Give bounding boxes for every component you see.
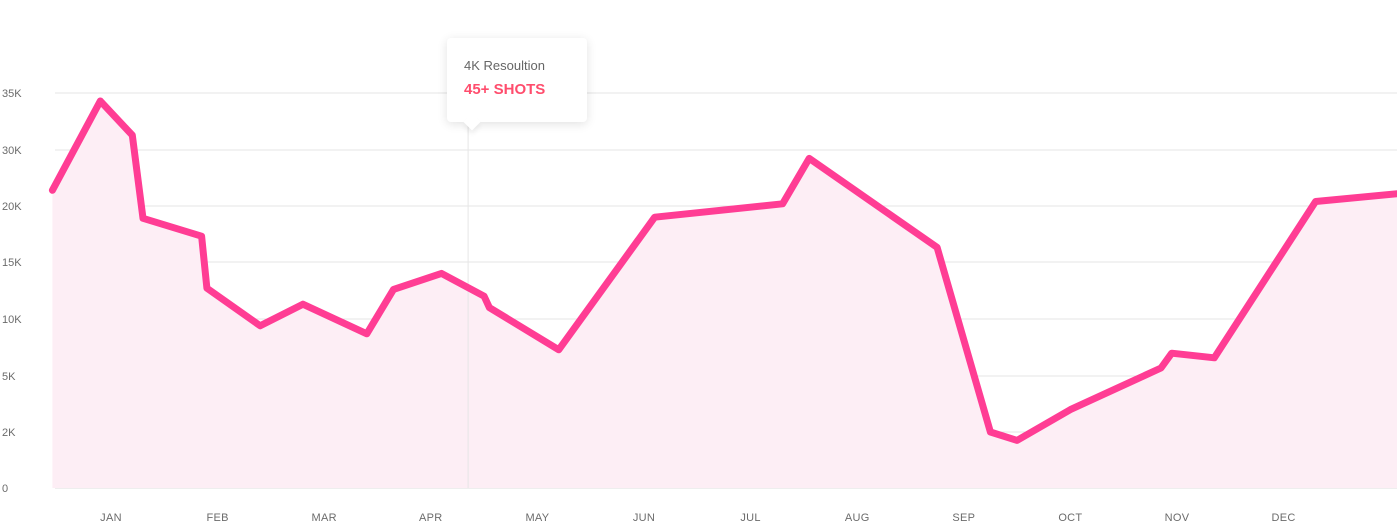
x-tick-label: MAR	[312, 512, 337, 524]
series-area	[52, 101, 1397, 488]
tooltip-title: 4K Resoultion	[464, 58, 545, 73]
x-tick-label: FEB	[206, 512, 228, 524]
x-tick-label: AUG	[845, 512, 870, 524]
x-tick-label: NOV	[1165, 512, 1190, 524]
x-tick-label: SEP	[952, 512, 975, 524]
x-tick-label: APR	[419, 512, 443, 524]
tooltip: 4K Resoultion 45+ SHOTS	[447, 38, 587, 122]
x-tick-label: DEC	[1272, 512, 1296, 524]
x-axis: JAN FEB MAR APR MAY JUN JUL AUG SEP OCT NOV DEC	[100, 512, 1296, 524]
y-tick-label: 2K	[2, 427, 16, 439]
x-tick-label: OCT	[1058, 512, 1082, 524]
x-tick-label: JUN	[633, 512, 655, 524]
y-tick-label: 35K	[2, 88, 22, 100]
x-tick-label: JUL	[740, 512, 760, 524]
y-tick-label: 10K	[2, 314, 22, 326]
y-tick-label: 20K	[2, 201, 22, 213]
x-tick-label: JAN	[100, 512, 122, 524]
tooltip-value: 45+ SHOTS	[464, 81, 546, 98]
series-line[interactable]	[48, 97, 1397, 444]
x-tick-label: MAY	[525, 512, 549, 524]
y-axis: 0 2K 5K 10K 15K 20K 30K 35K	[2, 88, 22, 495]
y-tick-label: 30K	[2, 145, 22, 157]
y-tick-label: 5K	[2, 371, 16, 383]
y-tick-label: 0	[2, 483, 8, 495]
y-tick-label: 15K	[2, 257, 22, 269]
